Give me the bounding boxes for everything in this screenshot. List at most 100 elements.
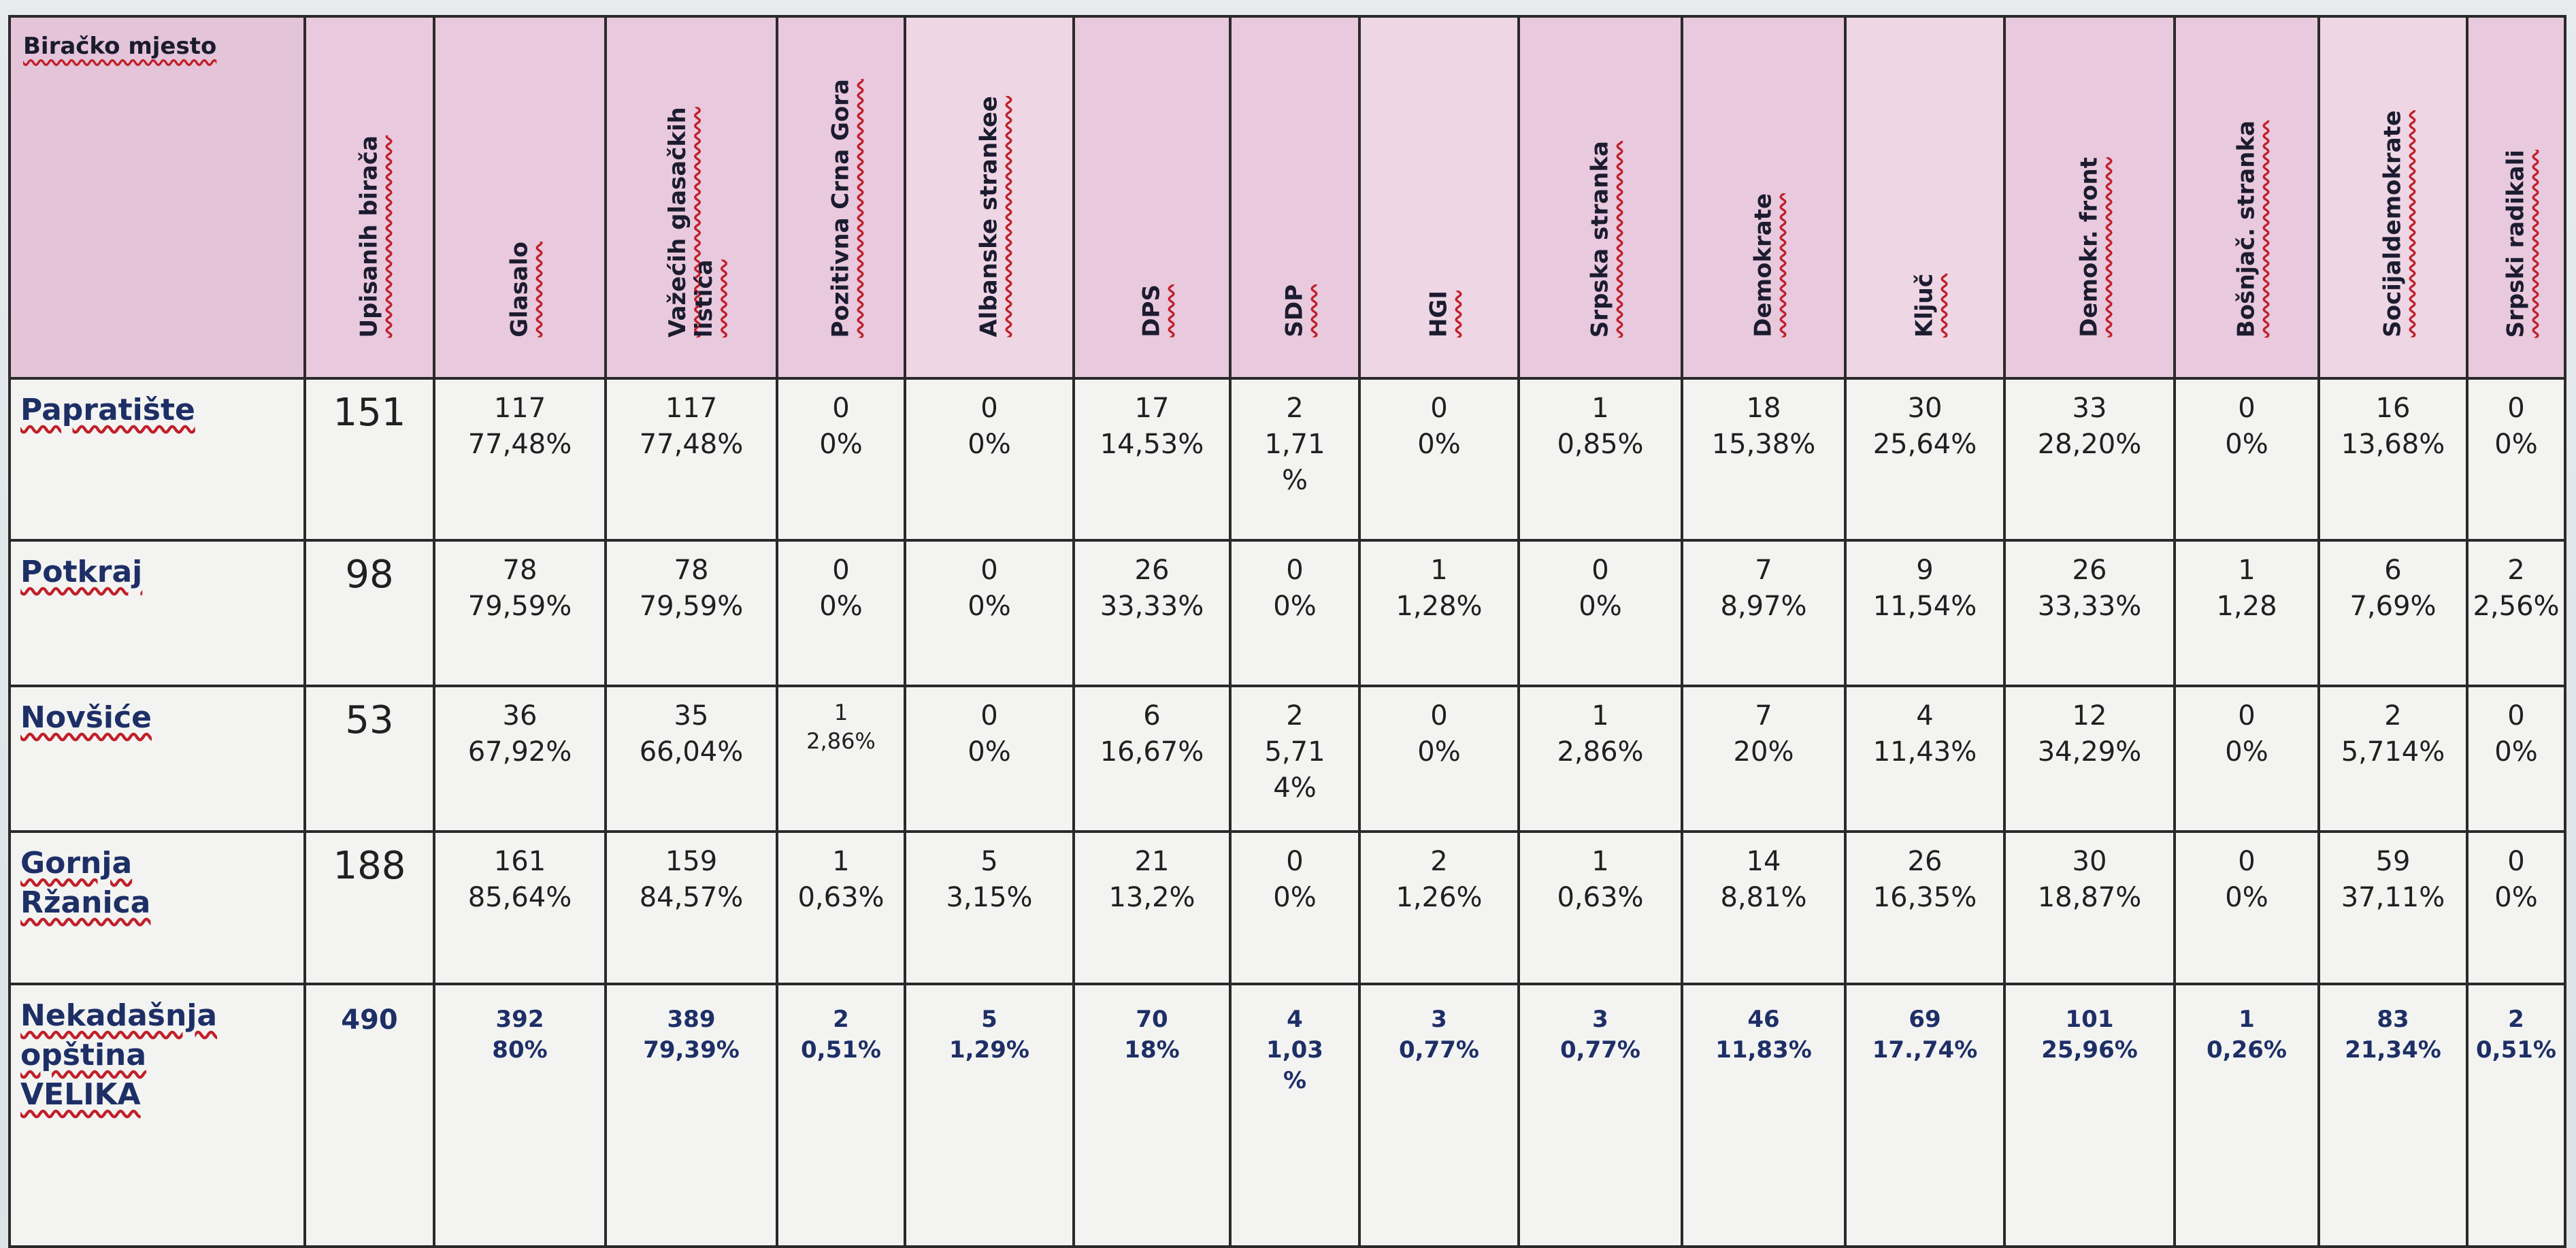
vote-percent: 1,03 % bbox=[1266, 1036, 1323, 1094]
vote-percent: 0% bbox=[819, 590, 863, 622]
header-col-5: DPS bbox=[1072, 15, 1232, 380]
vote-percent: 1,29% bbox=[949, 1036, 1029, 1064]
header-label: Socijaldemokrate bbox=[2379, 110, 2407, 338]
place-cell: Nekadašnja opština VELIKA bbox=[8, 983, 306, 1248]
header-col-13: Socijaldemokrate bbox=[2317, 15, 2468, 380]
vote-percent: 21,34% bbox=[2345, 1036, 2441, 1064]
vote-count: 3 bbox=[1592, 1006, 1608, 1033]
vote-percent: 0% bbox=[2225, 881, 2268, 913]
place-cell: Novšiće bbox=[8, 685, 306, 833]
result-cell: 1 0,63% bbox=[1517, 830, 1683, 985]
result-cell: 1 0,85% bbox=[1517, 377, 1683, 542]
vote-count: 78 bbox=[502, 555, 538, 586]
vote-percent: 85,64% bbox=[467, 881, 572, 913]
result-cell: 26 33,33% bbox=[1072, 539, 1232, 687]
result-cell: 2 2,56% bbox=[2466, 539, 2566, 687]
vote-percent: 0,63% bbox=[1557, 881, 1644, 913]
result-cell: 0 0% bbox=[1358, 685, 1520, 833]
result-cell: 83 21,34% bbox=[2317, 983, 2468, 1248]
vote-percent: 2,56% bbox=[2473, 590, 2560, 622]
vote-count: 1 bbox=[1591, 846, 1609, 877]
vote-percent: 16,67% bbox=[1100, 736, 1204, 768]
vote-percent: 0% bbox=[968, 428, 1011, 460]
vote-count: 0 bbox=[980, 555, 998, 586]
vote-count: 0 bbox=[1430, 393, 1448, 424]
table-row: Potkraj 98 78 79,59% 78 79,59% 0 0% 0 0% 26 33,33% 0… bbox=[8, 539, 2566, 687]
vote-percent: 0,51% bbox=[801, 1036, 881, 1064]
result-cell: 0 0% bbox=[776, 377, 906, 542]
vote-percent: 0% bbox=[2494, 428, 2538, 460]
vote-count: 0 bbox=[2238, 846, 2256, 877]
result-cell: 389 79,39% bbox=[604, 983, 778, 1248]
place-name: Potkraj bbox=[20, 555, 143, 589]
header-label: Važećih glasačkih listića bbox=[663, 107, 718, 338]
vote-count: 0 bbox=[2238, 393, 2256, 424]
vote-count: 0 bbox=[2507, 700, 2525, 732]
election-results-table: Biračko mjesto Upisanih birača Glasalo V… bbox=[8, 15, 2566, 1248]
header-label: DPS bbox=[1138, 284, 1166, 338]
vote-percent: 0% bbox=[1417, 736, 1461, 768]
table-body: Papratište 151 117 77,48% 117 77,48% 0 0% 0 0% 17 1… bbox=[8, 377, 2566, 1248]
result-cell: 5 3,15% bbox=[904, 830, 1075, 985]
header-col-14: Srpski radikali bbox=[2466, 15, 2566, 380]
registered-voters-cell: 53 bbox=[303, 685, 435, 833]
header-col-2: Važećih glasačkih listića bbox=[604, 15, 778, 380]
vote-count: 1 bbox=[1591, 700, 1609, 732]
vote-count: 33 bbox=[2072, 393, 2107, 424]
vote-count: 159 bbox=[665, 846, 718, 877]
vote-percent: 0% bbox=[1417, 428, 1461, 460]
vote-count: 1 bbox=[1591, 393, 1609, 424]
vote-count: 35 bbox=[674, 700, 709, 732]
vote-count: 0 bbox=[1286, 555, 1304, 586]
vote-percent: 0% bbox=[2225, 428, 2268, 460]
vote-percent: 7,69% bbox=[2349, 590, 2437, 622]
vote-count: 117 bbox=[665, 393, 718, 424]
result-cell: 161 85,64% bbox=[433, 830, 607, 985]
result-cell: 26 16,35% bbox=[1844, 830, 2006, 985]
place-name: Papratište bbox=[20, 393, 195, 427]
vote-percent: 25,96% bbox=[2041, 1036, 2138, 1064]
result-cell: 2 5,714% bbox=[2317, 685, 2468, 833]
header-col-8: Srpska stranka bbox=[1517, 15, 1683, 380]
result-cell: 78 79,59% bbox=[604, 539, 778, 687]
vote-count: 26 bbox=[2072, 555, 2107, 586]
vote-count: 5 bbox=[980, 846, 998, 877]
vote-count: 3 bbox=[1431, 1006, 1447, 1033]
result-cell: 2 0,51% bbox=[776, 983, 906, 1248]
header-label: Bošnjač. stranka bbox=[2232, 120, 2260, 338]
vote-count: 0 bbox=[1286, 846, 1304, 877]
result-cell: 3 0,77% bbox=[1517, 983, 1683, 1248]
header-label: Upisanih birača bbox=[355, 135, 383, 338]
vote-count: 161 bbox=[493, 846, 546, 877]
header-col-9: Demokrate bbox=[1681, 15, 1847, 380]
result-cell: 2 0,51% bbox=[2466, 983, 2566, 1248]
result-cell: 0 0% bbox=[904, 539, 1075, 687]
place-cell: Gornja Ržanica bbox=[8, 830, 306, 985]
result-cell: 17 14,53% bbox=[1072, 377, 1232, 542]
vote-percent: 15,38% bbox=[1711, 428, 1816, 460]
header-label: Glasalo bbox=[506, 242, 533, 338]
vote-count: 2 bbox=[1286, 393, 1304, 424]
vote-count: 16 bbox=[2375, 393, 2411, 424]
vote-count: 1 bbox=[1430, 555, 1448, 586]
vote-count: 1 bbox=[832, 846, 850, 877]
header-col-4: Albanske strankee bbox=[904, 15, 1075, 380]
vote-count: 7 bbox=[1755, 555, 1772, 586]
result-cell: 0 0% bbox=[904, 685, 1075, 833]
registered-voters-cell: 188 bbox=[303, 830, 435, 985]
vote-percent: 0% bbox=[968, 736, 1011, 768]
vote-percent: 84,57% bbox=[639, 881, 744, 913]
vote-count: 2 bbox=[2384, 700, 2402, 732]
registered-voters-cell: 98 bbox=[303, 539, 435, 687]
result-cell: 9 11,54% bbox=[1844, 539, 2006, 687]
vote-percent: 67,92% bbox=[467, 736, 572, 768]
vote-percent: 0,77% bbox=[1399, 1036, 1479, 1064]
place-name: Nekadašnja opština VELIKA bbox=[20, 998, 218, 1113]
vote-percent: 34,29% bbox=[2037, 736, 2142, 768]
result-cell: 0 0% bbox=[776, 539, 906, 687]
header-label: SDP bbox=[1281, 284, 1308, 338]
result-cell: 0 0% bbox=[904, 377, 1075, 542]
vote-count: 0 bbox=[832, 393, 850, 424]
vote-count: 1 bbox=[2238, 555, 2256, 586]
vote-percent: 0,85% bbox=[1557, 428, 1644, 460]
